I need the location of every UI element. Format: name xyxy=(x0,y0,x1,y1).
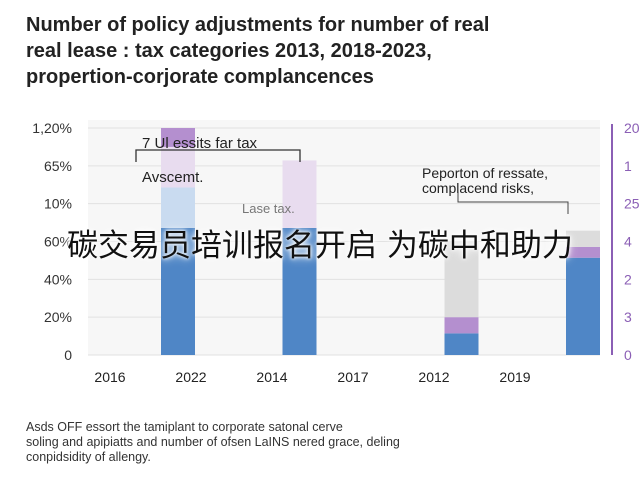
y-tick-label-left: 0 xyxy=(64,347,72,363)
annotation-label: complacend risks, xyxy=(422,180,534,196)
bar-segment xyxy=(566,257,600,355)
annotation-bracket-right xyxy=(457,192,569,214)
y-tick-label-left: 40% xyxy=(44,271,72,287)
bar-segment xyxy=(566,246,600,258)
bar-segment xyxy=(161,187,195,228)
x-tick-label: 2017 xyxy=(337,369,368,385)
bar-segment xyxy=(282,227,317,355)
chart-svg: 0 0 20% 3 40% 2 60% 4 10% 25 65% 1 1,20% 20 2016 2022 20… xyxy=(32,120,640,385)
y-tick-label-left: 1,20% xyxy=(32,120,72,136)
annotation-label: Avscemt. xyxy=(142,169,203,186)
bar-segment xyxy=(161,128,195,147)
bar-segment xyxy=(444,333,479,355)
footnote-line-3: conpidsidity of allengy. xyxy=(26,450,151,464)
y-tick-label-right: 0 xyxy=(624,347,632,363)
annotation-bracket xyxy=(135,149,301,162)
y-tick-label-left: 20% xyxy=(44,309,72,325)
x-tick-label: 2016 xyxy=(94,369,125,385)
y-tick-label-right: 1 xyxy=(624,158,632,174)
bar-segment xyxy=(282,160,317,228)
y-tick-label-left: 65% xyxy=(44,158,72,174)
y-tick-label-right: 4 xyxy=(624,234,632,250)
annotation-label: Lase tax. xyxy=(242,201,295,216)
x-tick-label: 2019 xyxy=(499,369,530,385)
y-tick-label-right: 25 xyxy=(624,196,640,212)
y-tick-label-right: 2 xyxy=(624,271,632,287)
chart-area: 0 0 20% 3 40% 2 60% 4 10% 25 65% 1 1,20% 20 2016 2022 20… xyxy=(0,110,640,400)
chart-title: Number of policy adjustments for number … xyxy=(26,12,626,90)
y-tick-label-left: 60% xyxy=(44,234,72,250)
title-line-2: real lease : tax categories 2013, 2018-2… xyxy=(26,40,432,62)
annotation-label: 7 Ul essits far tax xyxy=(142,135,258,152)
bar-segment xyxy=(161,227,195,355)
y-tick-label-right: 3 xyxy=(624,309,632,325)
annotation-label: Peporton of ressate, xyxy=(422,165,548,181)
footnote-line-1: Asds OFF essort the tamiplant to corpora… xyxy=(26,420,343,434)
bar-segment xyxy=(444,241,479,318)
bar-segment xyxy=(161,146,195,188)
title-line-1: Number of policy adjustments for number … xyxy=(26,14,490,36)
title-line-3: propertion-corjorate complancences xyxy=(26,66,374,88)
overlay-caption: 碳交易员培训报名开启 为碳中和助力 xyxy=(67,228,573,264)
y-tick-label-right: 20 xyxy=(624,120,640,136)
bar-segment xyxy=(566,230,600,247)
footnote: Asds OFF essort the tamiplant to corpora… xyxy=(26,420,626,465)
bar-segment xyxy=(444,317,479,334)
footnote-line-2: soling and apipiatts and number of ofsen… xyxy=(26,435,400,449)
y-tick-label-left: 10% xyxy=(44,196,72,212)
x-tick-label: 2014 xyxy=(256,369,287,385)
x-tick-label: 2012 xyxy=(418,369,449,385)
x-tick-label: 2022 xyxy=(175,369,206,385)
